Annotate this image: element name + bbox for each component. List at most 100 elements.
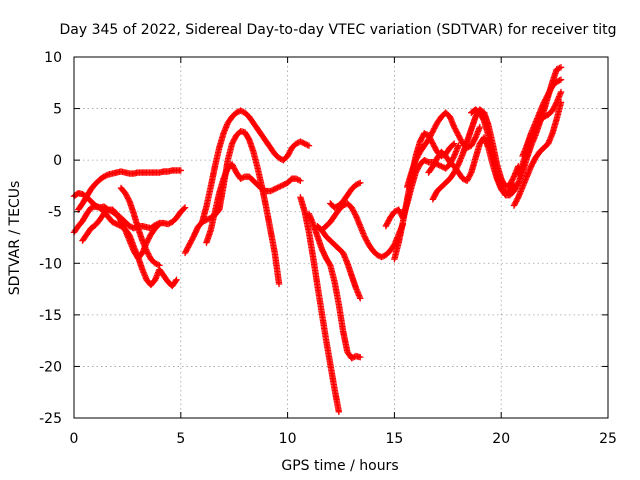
data-point [354,181,361,188]
data-point [258,185,266,193]
data-point [153,260,160,268]
data-point [177,167,184,174]
data-point [294,176,301,183]
data-point [449,141,457,148]
data-point [476,123,484,131]
data-point [552,100,560,107]
y-tick-label: -5 [48,205,62,221]
data-point [280,181,287,189]
data-point [268,187,276,194]
data-point [267,187,274,195]
data-point [480,116,487,123]
data-point [109,218,116,226]
data-point [275,280,283,288]
data-point [514,181,521,188]
data-point [355,180,362,187]
data-point [301,140,308,147]
data-point [238,174,246,182]
data-point [332,203,340,211]
data-point [281,181,288,188]
data-point [113,220,120,228]
data-point [173,276,180,283]
data-point [275,183,283,191]
data-point [421,130,428,137]
data-point [553,78,560,85]
data-point [455,142,462,149]
x-tick-label: 20 [492,431,510,447]
data-point [422,130,429,138]
data-point [378,253,385,261]
series-12 [327,179,364,211]
data-point [540,113,548,121]
series-13 [382,142,462,230]
data-point [349,354,357,361]
data-point [557,88,565,96]
data-point [180,205,188,212]
data-point [556,64,563,72]
data-point [514,195,521,202]
data-point [292,140,300,147]
data-point [110,219,118,226]
data-point [302,141,310,148]
data-point [298,139,306,146]
y-tick-label: -10 [39,256,62,272]
data-point [467,170,474,178]
data-point [451,140,458,147]
data-point [237,107,244,114]
series-8 [297,194,343,416]
data-point [297,177,304,184]
data-point [294,139,301,147]
data-point [164,220,172,228]
data-point [335,408,343,416]
data-point [554,65,562,72]
data-point [260,186,267,193]
data-point [155,221,162,229]
gridlines [74,57,608,418]
x-tick-label: 5 [176,431,185,447]
data-point [166,220,173,227]
series-4 [117,184,163,269]
data-point [112,220,119,227]
data-point [238,108,246,115]
data-point [357,353,364,361]
data-point [277,183,284,190]
chart-title: Day 345 of 2022, Sidereal Day-to-day VTE… [60,22,617,38]
data-point [459,175,466,182]
data-point [127,223,135,231]
data-point [295,176,303,184]
data-point [292,175,300,182]
data-point [181,204,189,211]
data-point [391,208,398,215]
data-point [423,158,431,165]
series-10 [314,222,364,302]
y-tick-label: -25 [39,411,62,427]
data-point [510,174,517,182]
x-tick-label: 10 [279,431,297,447]
data-point [297,138,304,145]
data-points [70,64,565,416]
data-point [352,181,360,189]
data-point [172,277,179,285]
data-point [357,295,364,302]
series-6 [198,107,313,226]
y-axis-label: SDTVAR / TECUs [7,181,23,296]
data-point [103,172,110,179]
y-tick-label: -15 [39,308,62,324]
data-point [554,77,562,85]
series-19 [510,99,565,209]
data-point [348,354,355,362]
data-point [305,142,313,149]
data-point [304,141,311,149]
data-point [270,186,277,193]
data-point [156,262,163,269]
data-point [100,173,108,180]
data-point [233,109,240,116]
data-point [375,252,382,259]
data-point [503,183,511,190]
series-21 [519,76,565,160]
data-point [450,154,457,161]
data-point [271,185,278,193]
series-11 [318,200,407,261]
series-9 [305,210,364,362]
